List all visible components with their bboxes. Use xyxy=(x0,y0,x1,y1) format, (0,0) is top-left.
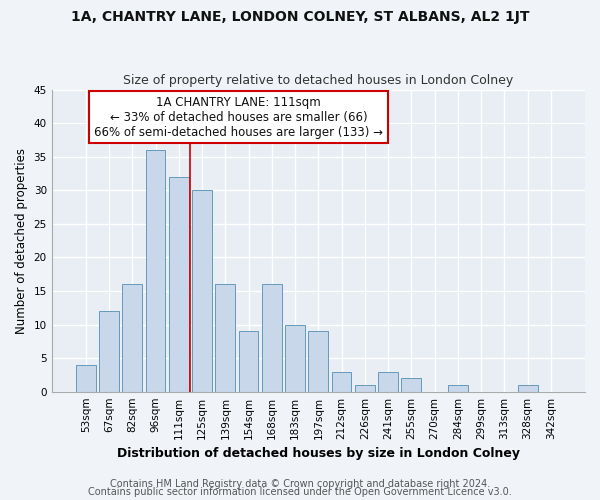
Bar xyxy=(518,385,538,392)
Bar xyxy=(99,311,119,392)
Bar xyxy=(239,332,259,392)
Text: 1A CHANTRY LANE: 111sqm
← 33% of detached houses are smaller (66)
66% of semi-de: 1A CHANTRY LANE: 111sqm ← 33% of detache… xyxy=(94,96,383,138)
Bar xyxy=(401,378,421,392)
Text: Contains public sector information licensed under the Open Government Licence v3: Contains public sector information licen… xyxy=(88,487,512,497)
Text: Contains HM Land Registry data © Crown copyright and database right 2024.: Contains HM Land Registry data © Crown c… xyxy=(110,479,490,489)
Bar xyxy=(448,385,468,392)
Bar xyxy=(215,284,235,392)
Y-axis label: Number of detached properties: Number of detached properties xyxy=(15,148,28,334)
Bar xyxy=(146,150,166,392)
Bar xyxy=(169,177,188,392)
Title: Size of property relative to detached houses in London Colney: Size of property relative to detached ho… xyxy=(123,74,514,87)
Bar xyxy=(285,324,305,392)
Bar xyxy=(308,332,328,392)
X-axis label: Distribution of detached houses by size in London Colney: Distribution of detached houses by size … xyxy=(117,447,520,460)
Bar xyxy=(332,372,352,392)
Bar xyxy=(122,284,142,392)
Text: 1A, CHANTRY LANE, LONDON COLNEY, ST ALBANS, AL2 1JT: 1A, CHANTRY LANE, LONDON COLNEY, ST ALBA… xyxy=(71,10,529,24)
Bar xyxy=(192,190,212,392)
Bar xyxy=(76,365,95,392)
Bar xyxy=(355,385,375,392)
Bar xyxy=(262,284,282,392)
Bar xyxy=(378,372,398,392)
